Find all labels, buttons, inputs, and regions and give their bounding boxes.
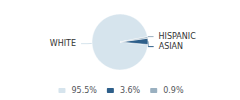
svg-text:WHITE: WHITE [50, 39, 76, 48]
svg-text:3.6%: 3.6% [120, 86, 141, 95]
svg-text:95.5%: 95.5% [71, 86, 97, 95]
svg-text:ASIAN: ASIAN [159, 42, 183, 51]
svg-text:0.9%: 0.9% [163, 86, 184, 95]
svg-text:HISPANIC: HISPANIC [159, 32, 197, 41]
